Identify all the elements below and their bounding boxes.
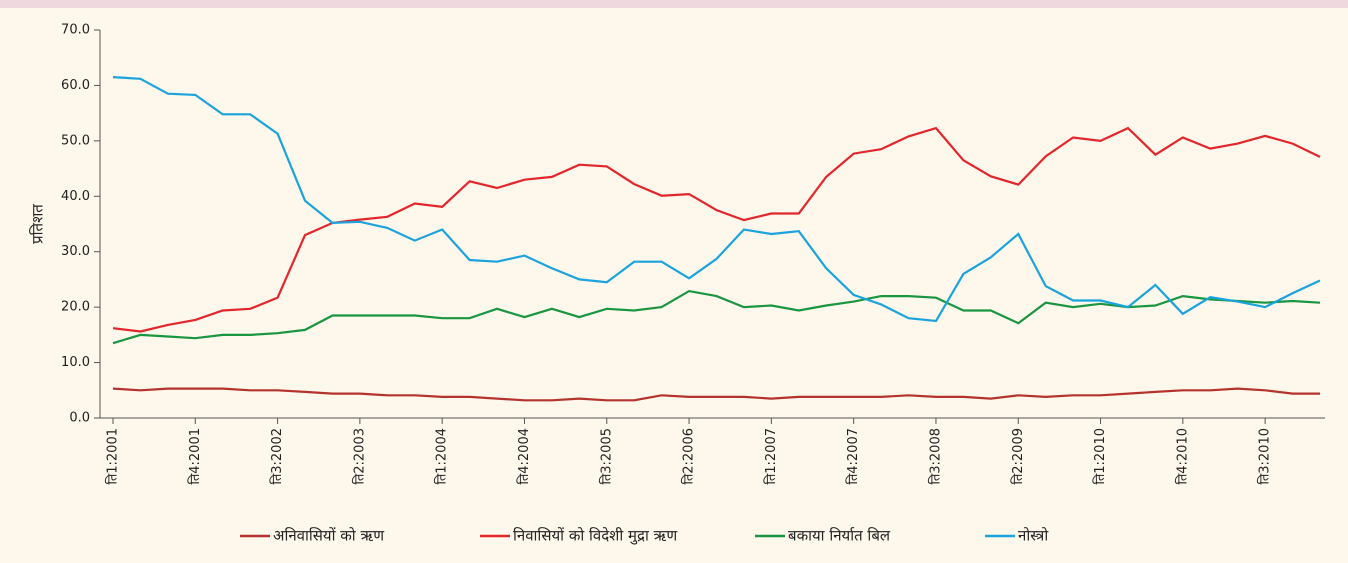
x-tick-label: ति3:2010 — [1257, 428, 1273, 485]
legend-label: नोस्त्रो — [1018, 527, 1049, 545]
y-tick-label: 30.0 — [61, 244, 90, 259]
x-tick-label: ति3:2005 — [598, 428, 614, 485]
x-tick-label: ति2:2006 — [681, 428, 697, 485]
x-tick-label: ति4:2010 — [1174, 428, 1190, 485]
y-axis-title: प्रतिशत — [29, 204, 47, 244]
legend-label: बकाया निर्यात बिल — [788, 527, 891, 545]
y-tick-label: 40.0 — [61, 189, 90, 204]
x-tick-label: ति4:2001 — [187, 428, 203, 485]
y-tick-label: 50.0 — [61, 133, 90, 148]
top-band — [0, 0, 1348, 8]
x-tick-label: ति3:2002 — [269, 428, 285, 485]
x-tick-label: ति1:2007 — [763, 428, 779, 485]
x-tick-label: ति4:2004 — [516, 428, 532, 485]
x-tick-label: ति3:2008 — [927, 428, 943, 485]
x-tick-label: ति2:2009 — [1010, 428, 1026, 485]
series-line — [112, 126, 1321, 333]
x-tick-label: ति1:2001 — [105, 428, 121, 485]
x-tick-label: ति1:2010 — [1092, 428, 1108, 485]
y-tick-label: 0.0 — [69, 411, 90, 426]
x-tick-label: ति4:2007 — [845, 428, 861, 485]
y-tick-label: 20.0 — [61, 300, 90, 315]
y-tick-label: 10.0 — [61, 355, 90, 370]
x-tick-label: ति1:2004 — [434, 428, 450, 485]
y-tick-label: 70.0 — [61, 23, 90, 38]
series-line — [112, 76, 1321, 323]
y-tick-label: 60.0 — [61, 78, 90, 93]
x-tick-label: ति2:2003 — [351, 428, 367, 485]
legend-label: अनिवासियों को ऋण — [273, 527, 385, 545]
series-line — [112, 387, 1320, 402]
legend-label: निवासियों को विदेशी मुद्रा ऋण — [513, 527, 678, 546]
